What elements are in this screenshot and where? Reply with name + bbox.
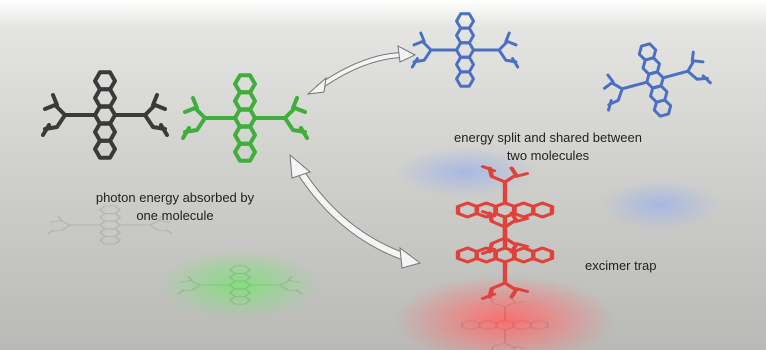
caption: energy split and shared between	[454, 130, 642, 145]
blue-glow	[600, 180, 720, 230]
caption: two molecules	[507, 148, 590, 163]
blue-glow	[395, 147, 535, 197]
arrow	[316, 53, 406, 90]
arrows	[289, 45, 422, 269]
caption: excimer trap	[585, 258, 657, 273]
arrow-head	[399, 246, 422, 269]
arrow	[295, 166, 409, 261]
caption: one molecule	[136, 208, 213, 223]
arrow-head	[289, 153, 311, 179]
arrow-head	[397, 45, 417, 63]
arrow-head	[306, 76, 327, 95]
green-glow	[160, 250, 320, 320]
caption: photon energy absorbed by	[96, 190, 255, 205]
